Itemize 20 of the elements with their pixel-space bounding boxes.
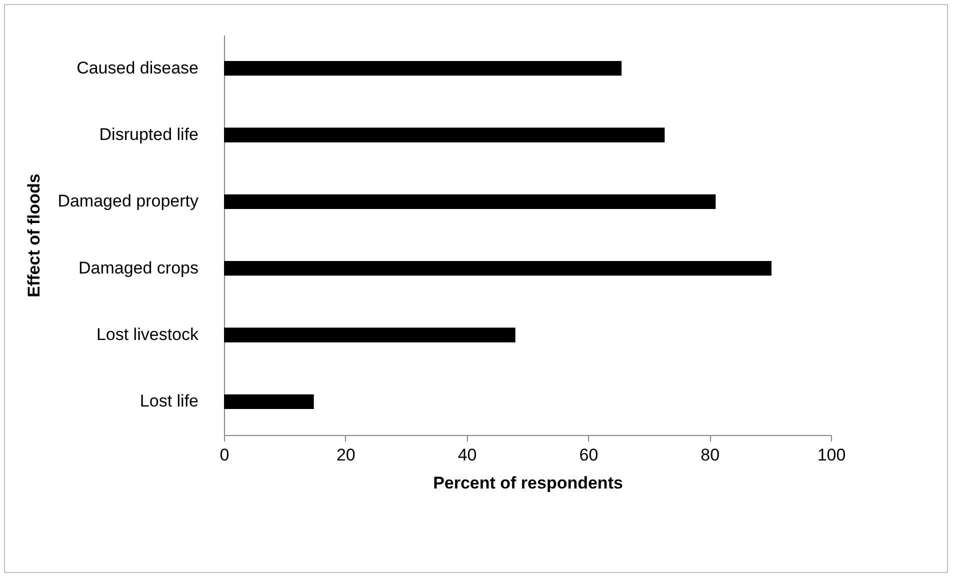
y-tick-label: Caused disease (76, 58, 198, 78)
y-axis-title: Effect of floods (24, 174, 44, 298)
bar (224, 328, 516, 342)
x-tick-label: 80 (700, 446, 720, 464)
x-tick-label: 100 (817, 446, 846, 464)
y-tick-label: Lost life (140, 392, 198, 411)
x-tick-label: 20 (336, 446, 356, 464)
bar (224, 194, 716, 209)
y-tick-label: Damaged crops (78, 258, 198, 278)
bar (224, 261, 772, 276)
x-tick-label: 0 (220, 446, 230, 464)
bar (224, 61, 622, 76)
y-tick-label: Lost livestock (96, 325, 199, 344)
bar (224, 128, 665, 142)
y-tick-label: Disrupted life (99, 125, 198, 144)
x-axis-title: Percent of respondents (433, 474, 623, 492)
y-tick-label: Damaged property (58, 192, 199, 211)
bar (224, 394, 314, 409)
x-tick-label: 60 (579, 446, 598, 464)
x-tick-label: 40 (458, 446, 477, 464)
